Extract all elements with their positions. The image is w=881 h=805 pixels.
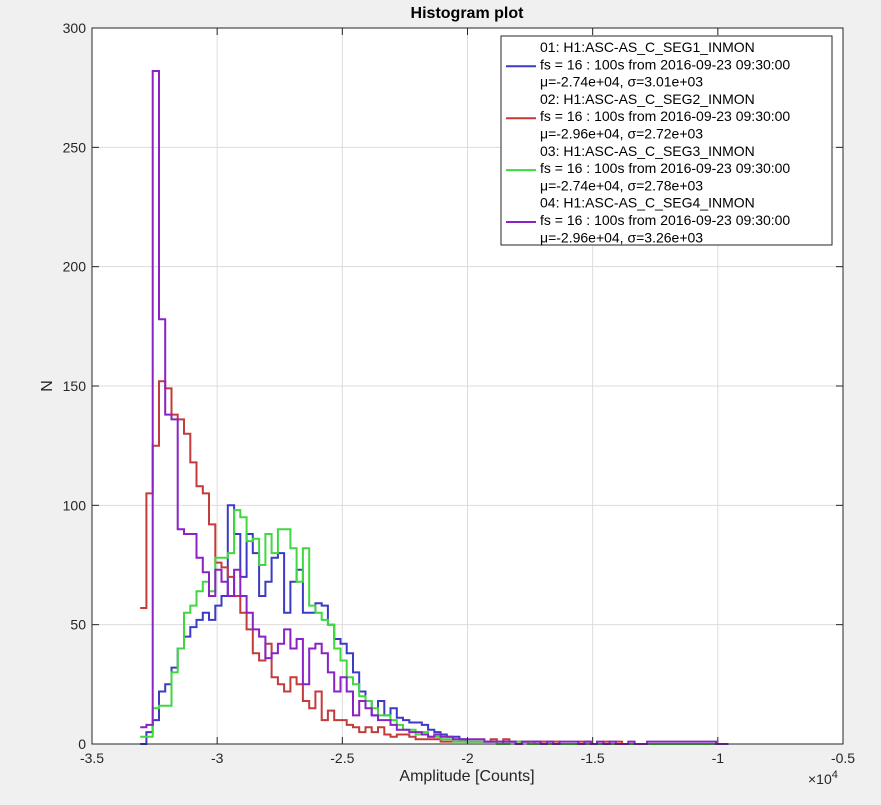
x-tick-label: -2 xyxy=(461,750,474,766)
legend-entry-4-line-3: μ=-2.96e+04, σ=3.26e+03 xyxy=(540,229,703,245)
legend-entry-4-line-2: fs = 16 : 100s from 2016-09-23 09:30:00 xyxy=(540,212,790,228)
legend-entry-1-line-1: 01: H1:ASC-AS_C_SEG1_INMON xyxy=(540,39,755,55)
x-axis-exponent-power: 4 xyxy=(832,769,838,781)
legend-entry-3-line-3: μ=-2.74e+04, σ=2.78e+03 xyxy=(540,177,703,193)
legend-entry-4-line-1: 04: H1:ASC-AS_C_SEG4_INMON xyxy=(540,195,755,211)
y-tick-label: 200 xyxy=(63,259,87,275)
x-axis-label: Amplitude [Counts] xyxy=(399,768,534,785)
y-tick-label: 150 xyxy=(63,378,87,394)
y-tick-label: 250 xyxy=(63,139,87,155)
legend-entry-2-line-1: 02: H1:ASC-AS_C_SEG2_INMON xyxy=(540,91,755,107)
legend-entry-2-line-3: μ=-2.96e+04, σ=2.72e+03 xyxy=(540,126,703,142)
chart-title: Histogram plot xyxy=(411,5,525,22)
y-tick-label: 50 xyxy=(70,617,86,633)
y-tick-label: 300 xyxy=(63,20,87,36)
x-axis-exponent: ×104 xyxy=(808,769,838,787)
legend-entry-3-line-2: fs = 16 : 100s from 2016-09-23 09:30:00 xyxy=(540,160,790,176)
x-tick-label: -0.5 xyxy=(831,750,855,766)
x-tick-label: -2.5 xyxy=(330,750,354,766)
axis-ticks: -3.5 -3 -2.5 -2 -1.5 -1 -0.5 0 50 100 150 200 250 300 xyxy=(63,20,856,766)
x-tick-label: -1 xyxy=(712,750,725,766)
legend-entry-1-line-3: μ=-2.74e+04, σ=3.01e+03 xyxy=(540,74,703,90)
legend-entry-3-line-1: 03: H1:ASC-AS_C_SEG3_INMON xyxy=(540,143,755,159)
y-tick-label: 0 xyxy=(78,736,86,752)
legend-entry-1-line-2: fs = 16 : 100s from 2016-09-23 09:30:00 xyxy=(540,56,790,72)
y-axis-label: N xyxy=(39,380,56,392)
x-tick-label: -3 xyxy=(211,750,224,766)
x-tick-label: -3.5 xyxy=(80,750,104,766)
legend-entry-2-line-2: fs = 16 : 100s from 2016-09-23 09:30:00 xyxy=(540,108,790,124)
y-tick-label: 100 xyxy=(63,497,87,513)
legend-box xyxy=(500,35,833,246)
x-tick-label: -1.5 xyxy=(581,750,605,766)
